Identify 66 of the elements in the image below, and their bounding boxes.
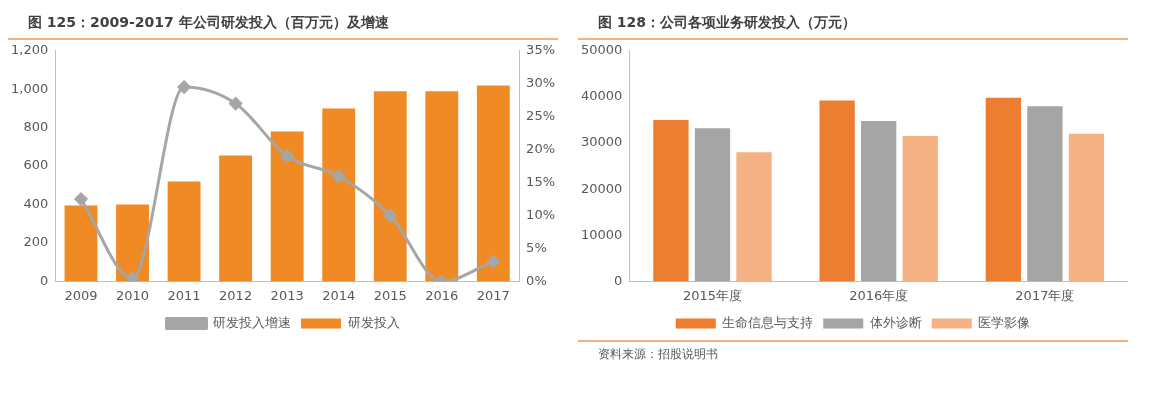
bar bbox=[902, 136, 938, 282]
x-tick-label: 2009 bbox=[64, 287, 98, 303]
x-tick-label: 2015 bbox=[373, 287, 407, 303]
x-tick-label: 2012 bbox=[219, 287, 253, 303]
y-tick-label: 1,200 bbox=[11, 42, 49, 58]
chart-title: 图 125：2009-2017 年公司研发投入（百万元）及增速 bbox=[8, 8, 558, 40]
legend-label: 医学影像 bbox=[978, 314, 1031, 330]
bar bbox=[653, 119, 689, 282]
y2-tick-label: 0% bbox=[526, 272, 547, 288]
bar bbox=[985, 97, 1021, 282]
point bbox=[486, 255, 500, 269]
point bbox=[177, 80, 191, 94]
bar bbox=[270, 131, 304, 282]
y-tick-label: 30000 bbox=[581, 134, 623, 150]
point bbox=[383, 209, 397, 223]
y2-tick-label: 10% bbox=[526, 206, 556, 222]
bar bbox=[373, 91, 407, 282]
legend-label: 研发投入 bbox=[347, 314, 400, 330]
y2-tick-label: 25% bbox=[526, 108, 556, 124]
x-tick-label: 2016 bbox=[425, 287, 459, 303]
bar bbox=[219, 155, 253, 282]
x-tick-label: 2014 bbox=[322, 287, 356, 303]
legend-label: 生命信息与支持 bbox=[722, 314, 814, 330]
y-tick-label: 800 bbox=[23, 119, 49, 135]
point bbox=[74, 192, 88, 206]
x-tick-label: 2013 bbox=[270, 287, 304, 303]
bar bbox=[861, 120, 897, 282]
text: 资料来源：招股说明书 bbox=[598, 346, 719, 363]
y-tick-label: 10000 bbox=[581, 226, 623, 242]
x-tick-label: 2017 bbox=[476, 287, 510, 303]
y2-tick-label: 20% bbox=[526, 141, 556, 156]
y-tick-label: 20000 bbox=[581, 180, 623, 196]
bar bbox=[819, 100, 855, 282]
point bbox=[332, 169, 346, 183]
y-tick-label: 40000 bbox=[581, 88, 623, 104]
x-tick-label: 2010 bbox=[115, 287, 150, 303]
y2-tick-label: 15% bbox=[526, 173, 556, 189]
bar bbox=[64, 205, 98, 282]
bar bbox=[476, 85, 510, 282]
y2-tick-label: 35% bbox=[526, 42, 556, 58]
y2-tick-label: 5% bbox=[526, 239, 547, 255]
bar bbox=[167, 181, 201, 282]
bar bbox=[1027, 106, 1063, 282]
y-tick-label: 1,000 bbox=[11, 80, 49, 96]
x-tick-label: 2015年度 bbox=[682, 287, 743, 303]
bar bbox=[736, 152, 772, 282]
y-tick-label: 400 bbox=[23, 195, 49, 211]
bar bbox=[1068, 133, 1105, 282]
y-tick-label: 50000 bbox=[581, 42, 623, 58]
chart-title: 图 128：公司各项业务研发投入（万元） bbox=[578, 8, 1128, 40]
bar bbox=[425, 91, 459, 282]
y2-tick-label: 30% bbox=[526, 75, 556, 91]
bar bbox=[322, 108, 356, 282]
legend-label: 研发投入增速 bbox=[213, 314, 291, 330]
x-tick-label: 2017年度 bbox=[1015, 287, 1075, 303]
legend-label: 体外诊断 bbox=[869, 314, 922, 330]
x-tick-label: 2011 bbox=[167, 287, 201, 303]
y-tick-label: 0 bbox=[39, 272, 49, 288]
y-tick-label: 0 bbox=[614, 272, 623, 288]
point bbox=[280, 149, 294, 163]
bar bbox=[694, 128, 731, 282]
point bbox=[126, 271, 140, 282]
x-tick-label: 2016年度 bbox=[849, 287, 909, 303]
y-tick-label: 600 bbox=[23, 157, 49, 173]
y-tick-label: 200 bbox=[23, 234, 49, 250]
point bbox=[229, 97, 243, 111]
